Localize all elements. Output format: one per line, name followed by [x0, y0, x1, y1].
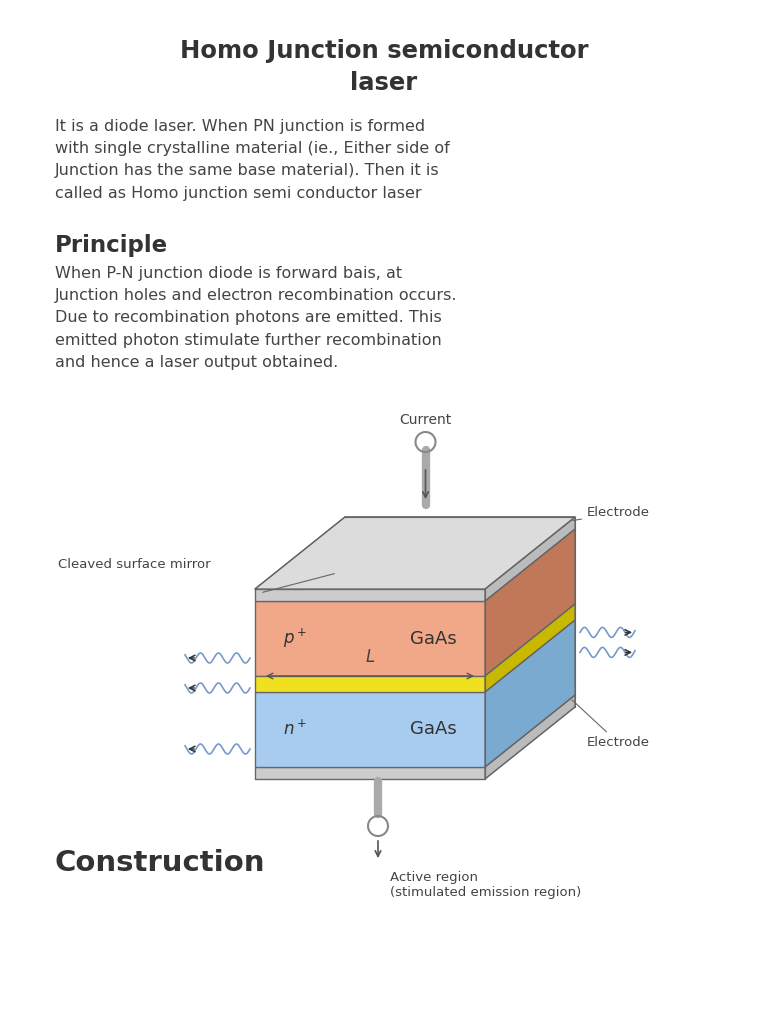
Text: Cleaved surface mirror: Cleaved surface mirror: [58, 558, 210, 571]
Text: Active region
(stimulated emission region): Active region (stimulated emission regio…: [390, 871, 581, 899]
Text: Homo Junction semiconductor
laser: Homo Junction semiconductor laser: [180, 39, 588, 94]
Text: When P-N junction diode is forward bais, at
Junction holes and electron recombin: When P-N junction diode is forward bais,…: [55, 266, 458, 370]
Polygon shape: [255, 692, 485, 767]
Text: Construction: Construction: [55, 849, 266, 877]
Text: $L$: $L$: [365, 648, 375, 666]
Polygon shape: [485, 620, 575, 767]
Polygon shape: [485, 695, 575, 779]
Polygon shape: [485, 529, 575, 676]
Polygon shape: [485, 517, 575, 601]
Polygon shape: [255, 589, 485, 601]
Text: GaAs: GaAs: [410, 721, 457, 738]
Text: Electrode: Electrode: [572, 699, 650, 750]
Text: GaAs: GaAs: [410, 630, 457, 647]
Polygon shape: [255, 517, 575, 589]
Text: $p^+$: $p^+$: [283, 627, 307, 650]
Text: It is a diode laser. When PN junction is formed
with single crystalline material: It is a diode laser. When PN junction is…: [55, 119, 450, 201]
Text: $n^+$: $n^+$: [283, 720, 307, 739]
Polygon shape: [255, 517, 575, 589]
Text: Principle: Principle: [55, 234, 168, 257]
Polygon shape: [255, 601, 485, 676]
Polygon shape: [485, 604, 575, 692]
Text: Current: Current: [399, 413, 452, 427]
Polygon shape: [255, 676, 485, 692]
Polygon shape: [255, 767, 485, 779]
Text: Electrode: Electrode: [573, 507, 650, 520]
